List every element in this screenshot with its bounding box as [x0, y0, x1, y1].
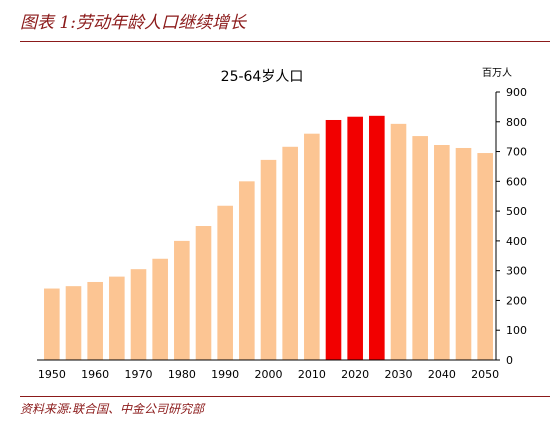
title-rule — [20, 41, 550, 42]
bar-1965 — [109, 276, 125, 360]
x-tick-label-1980: 1980 — [168, 368, 196, 381]
bar-2010 — [304, 133, 320, 360]
bar-1990 — [217, 205, 233, 360]
bar-1950 — [44, 288, 60, 360]
bar-1995 — [239, 181, 255, 360]
x-tick-label-2050: 2050 — [471, 368, 499, 381]
bar-1975 — [152, 258, 168, 360]
y-tick-label-300: 300 — [506, 265, 527, 278]
y-tick-label-400: 400 — [506, 235, 527, 248]
bar-chart: 25-64岁人口 百万人 1950 1960 1970 1980 1990 2000 201… — [37, 67, 527, 381]
x-tick-label-1950: 1950 — [38, 368, 66, 381]
y-tick-label-800: 800 — [506, 116, 527, 129]
bar-1955 — [65, 286, 82, 360]
y-tick-label-600: 600 — [506, 175, 527, 188]
bar-2045 — [455, 147, 472, 360]
figure-title: 图表 1:劳动年龄人口继续增长 — [20, 13, 246, 33]
y-tick-label-0: 0 — [506, 354, 513, 367]
x-tick-label-2040: 2040 — [428, 368, 456, 381]
x-tick-label-1960: 1960 — [81, 368, 109, 381]
bar-2050 — [477, 153, 493, 360]
bar-2025 — [369, 115, 385, 360]
bar-2005 — [282, 146, 298, 360]
x-tick-label-2000: 2000 — [255, 368, 283, 381]
y-tick-label-100: 100 — [506, 324, 527, 337]
bar-1970 — [130, 269, 147, 360]
bar-2000 — [260, 159, 277, 360]
y-tick-label-200: 200 — [506, 294, 527, 307]
y-tick-label-700: 700 — [506, 146, 527, 159]
y-axis-unit-label: 百万人 — [482, 67, 512, 79]
x-tick-label-2010: 2010 — [298, 368, 326, 381]
axes-group: 1950 1960 1970 1980 1990 2000 2010 2020 2030 2040… — [37, 86, 527, 381]
bar-2020 — [347, 116, 363, 360]
bar-1985 — [195, 226, 212, 360]
y-tick-label-900: 900 — [506, 86, 527, 99]
x-tick-label-1990: 1990 — [211, 368, 239, 381]
x-tick-label-1970: 1970 — [125, 368, 153, 381]
x-tick-label-2030: 2030 — [385, 368, 413, 381]
y-tick-label-500: 500 — [506, 205, 527, 218]
bar-2035 — [412, 136, 428, 360]
x-tick-label-2020: 2020 — [341, 368, 369, 381]
source-note: 资料来源:联合国、中金公司研究部 — [20, 402, 205, 416]
bars-group — [44, 115, 493, 361]
chart-title: 25-64岁人口 — [221, 69, 304, 85]
bar-1960 — [87, 281, 103, 360]
bar-2040 — [434, 145, 450, 360]
bar-2030 — [390, 123, 407, 360]
bar-2015 — [325, 119, 342, 361]
source-rule — [20, 396, 550, 397]
bar-1980 — [174, 240, 190, 360]
